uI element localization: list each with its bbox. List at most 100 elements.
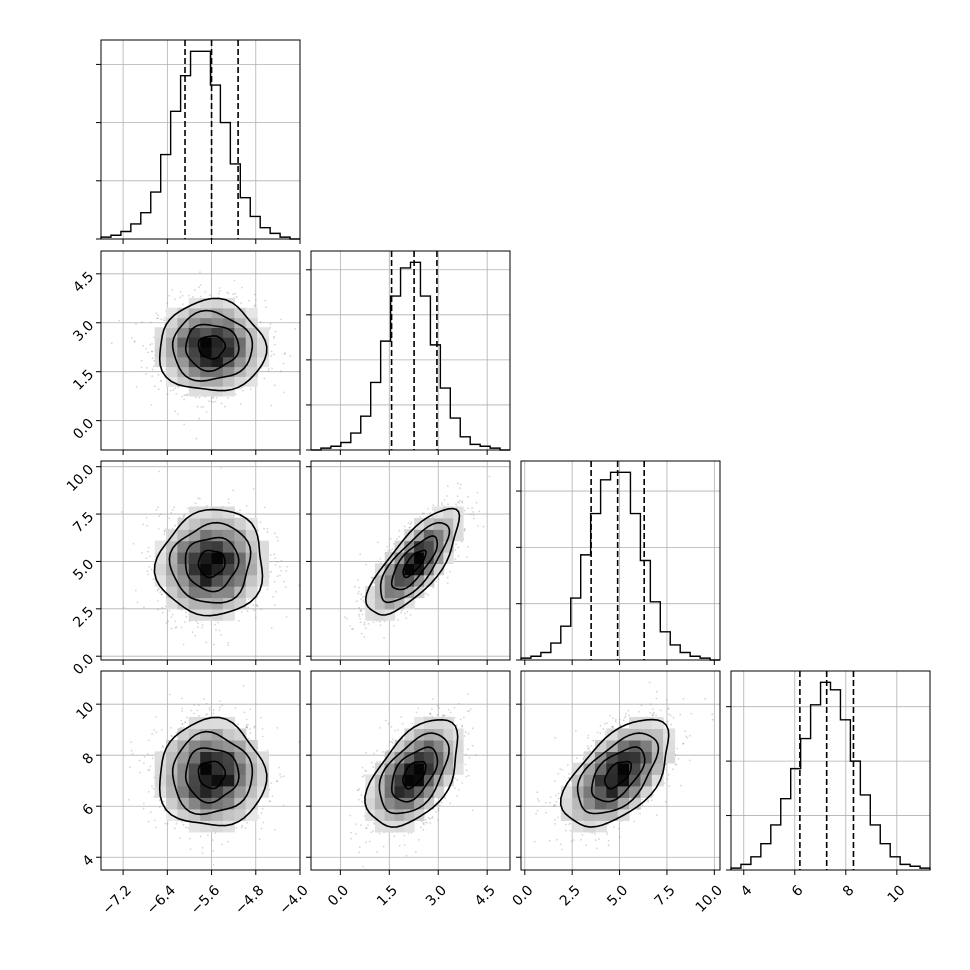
scatter-point [212, 397, 215, 399]
histogram-step-line [100, 50, 300, 240]
scatter-point [471, 507, 474, 510]
density-cell [374, 586, 386, 599]
scatter-point [234, 393, 237, 396]
scatter-point [213, 643, 215, 646]
scatter-point [363, 635, 366, 638]
scatter-point [363, 595, 366, 598]
density-cell [394, 563, 405, 576]
scatter-point [201, 626, 204, 629]
density-cell [234, 327, 247, 338]
scatter-point [358, 586, 361, 589]
scatter-point [472, 511, 474, 513]
density-cell [384, 574, 396, 587]
density-cell [394, 574, 405, 587]
scatter-point [361, 613, 364, 616]
scatter-point [478, 510, 481, 513]
contour-outer [364, 507, 461, 616]
scatter-point [224, 405, 226, 408]
scatter-point [252, 488, 255, 490]
scatter-point [143, 802, 145, 805]
density-cell [423, 529, 435, 542]
scatter-point [232, 489, 235, 492]
density-cell [200, 540, 213, 553]
scatter-point [427, 594, 430, 596]
scatter-point [463, 509, 466, 512]
scatter-point [172, 389, 175, 391]
density-cell [222, 327, 235, 338]
density-cell [245, 327, 258, 338]
scatter-point [276, 561, 279, 563]
scatter-point [432, 586, 435, 589]
scatter-point [482, 525, 485, 528]
scatter-point [276, 726, 279, 729]
scatter-point [171, 509, 174, 511]
scatter-point [457, 546, 460, 549]
density-cell [166, 317, 179, 328]
scatter-point [228, 502, 231, 504]
scatter-point [215, 629, 217, 631]
scatter-point [461, 500, 463, 503]
scatter-point [355, 600, 358, 603]
density-cell [365, 608, 376, 621]
density-cell [188, 386, 201, 397]
contour-outer [153, 508, 264, 617]
scatter-point [199, 835, 202, 838]
scatter-point [246, 610, 249, 612]
scatter-point [253, 293, 256, 296]
scatter-point [145, 517, 148, 519]
scatter-point [285, 616, 288, 618]
scatter-point [164, 317, 167, 319]
scatter-point [276, 539, 279, 542]
scatter-point [405, 617, 408, 620]
scatter-point [359, 553, 362, 556]
histogram-step-line [520, 471, 720, 661]
scatter-point [153, 776, 156, 779]
scatter-point [279, 565, 281, 568]
density-cell [234, 346, 247, 358]
scatter-point [284, 586, 287, 588]
scatter-point [157, 588, 160, 591]
scatter-point [166, 393, 169, 396]
scatter-point [282, 391, 285, 394]
scatter-point [146, 524, 149, 527]
scatter-point [239, 509, 242, 511]
density-cell [222, 298, 235, 309]
contour-outer [158, 297, 268, 392]
scatter-point [171, 613, 174, 616]
scatter-point [467, 495, 469, 498]
scatter-point [138, 771, 141, 774]
scatter-point [130, 749, 133, 752]
density-cell [222, 608, 235, 621]
density-cell [234, 552, 247, 564]
scatter-point [197, 626, 199, 628]
scatter-point [273, 384, 276, 387]
scatter-point [186, 393, 189, 396]
scatter-point [466, 556, 468, 558]
scatter-point [158, 470, 160, 473]
scatter-point [233, 279, 236, 282]
scatter-point [182, 515, 185, 518]
scatter-point [198, 286, 200, 289]
scatter-point [463, 528, 466, 531]
scatter-point [120, 511, 123, 513]
scatter-point [432, 504, 435, 506]
scatter-point [151, 343, 153, 345]
scatter-point [147, 820, 150, 823]
scatter-point [268, 571, 271, 574]
contour-level-0 [197, 549, 226, 579]
density-cell [222, 366, 235, 377]
scatter-point [409, 526, 411, 529]
density-cell [177, 346, 190, 358]
scatter-point [142, 523, 144, 526]
density-cell [211, 356, 224, 368]
scatter-point [280, 570, 282, 572]
scatter-point [272, 596, 274, 598]
scatter-point [463, 527, 466, 530]
scatter-point [446, 495, 448, 497]
scatter-point [155, 312, 158, 315]
scatter-point [258, 838, 261, 841]
scatter-point [459, 483, 462, 486]
scatter-point [151, 757, 154, 760]
scatter-point [170, 735, 173, 738]
